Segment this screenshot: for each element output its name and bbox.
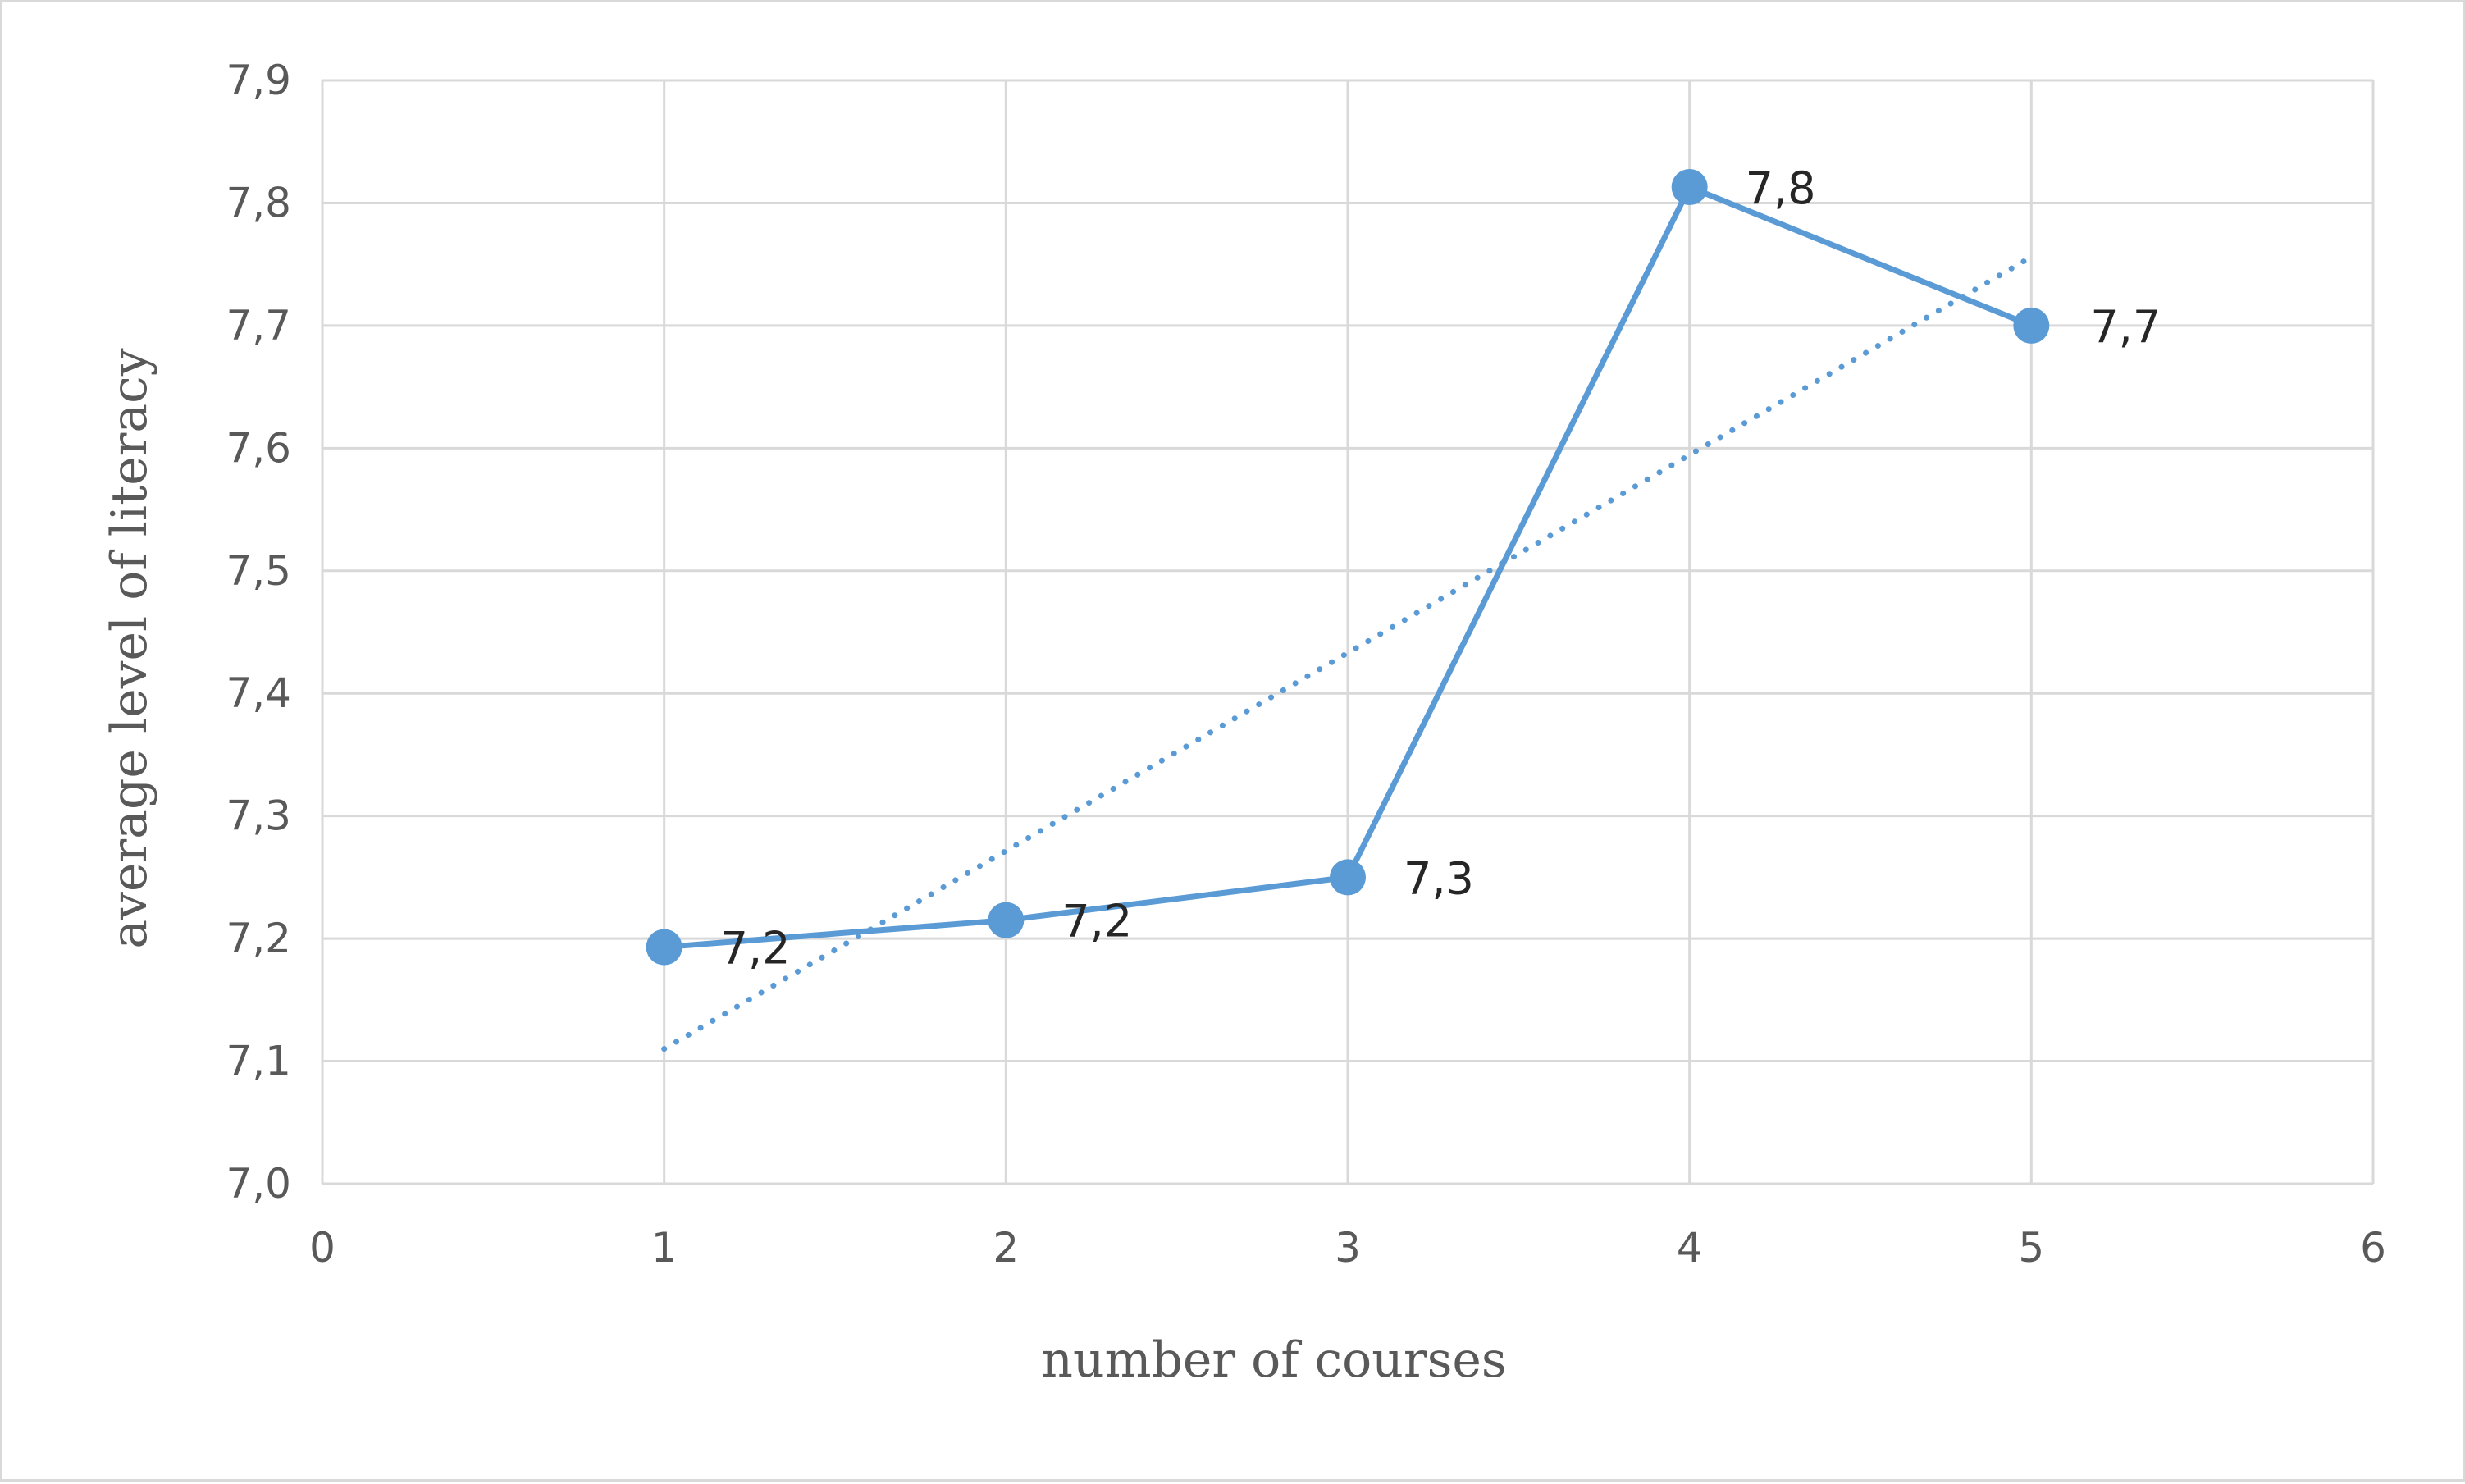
data-label: 7,3 bbox=[1404, 852, 1474, 904]
y-tick-label: 7,5 bbox=[226, 547, 291, 595]
x-tick-label: 0 bbox=[309, 1224, 336, 1272]
y-axis-title: average level of literacy bbox=[101, 348, 158, 948]
data-point bbox=[1671, 169, 1708, 206]
x-tick-label: 4 bbox=[1677, 1224, 1703, 1272]
y-tick-label: 7,4 bbox=[226, 669, 291, 717]
data-label: 7,7 bbox=[2090, 301, 2161, 353]
trendline bbox=[661, 253, 2034, 1052]
x-tick-label: 6 bbox=[2360, 1224, 2386, 1272]
x-tick-label: 2 bbox=[993, 1224, 1019, 1272]
x-tick-label: 3 bbox=[1335, 1224, 1361, 1272]
data-labels-group: 7,2 7,2 7,3 7,8 7,7 bbox=[720, 162, 2161, 975]
data-point bbox=[646, 929, 682, 966]
data-label: 7,2 bbox=[720, 923, 791, 975]
y-tick-label: 7,3 bbox=[226, 792, 291, 840]
y-tick-label: 7,0 bbox=[226, 1160, 291, 1208]
y-tick-label: 7,2 bbox=[226, 915, 291, 962]
data-point bbox=[988, 902, 1025, 938]
data-label: 7,8 bbox=[1746, 162, 1816, 214]
x-tick-label: 1 bbox=[651, 1224, 678, 1272]
series-group bbox=[646, 169, 2050, 966]
gridlines bbox=[321, 79, 2375, 1185]
y-tick-label: 7,1 bbox=[226, 1038, 291, 1085]
tick-labels-group: 7,0 7,1 7,2 7,3 7,4 7,5 7,6 7,7 7,8 7,9 0 1 2 3 4 5 6 bbox=[226, 57, 2385, 1272]
y-tick-label: 7,7 bbox=[226, 302, 291, 349]
y-tick-label: 7,6 bbox=[226, 424, 291, 472]
data-label: 7,2 bbox=[1061, 896, 1132, 947]
data-point bbox=[2013, 307, 2050, 344]
y-tick-label: 7,8 bbox=[226, 179, 291, 226]
x-axis-title: number of courses bbox=[1041, 1331, 1506, 1389]
x-tick-label: 5 bbox=[2018, 1224, 2044, 1272]
data-point bbox=[1330, 859, 1366, 896]
y-tick-label: 7,9 bbox=[226, 57, 291, 104]
trendline-group bbox=[661, 253, 2034, 1052]
